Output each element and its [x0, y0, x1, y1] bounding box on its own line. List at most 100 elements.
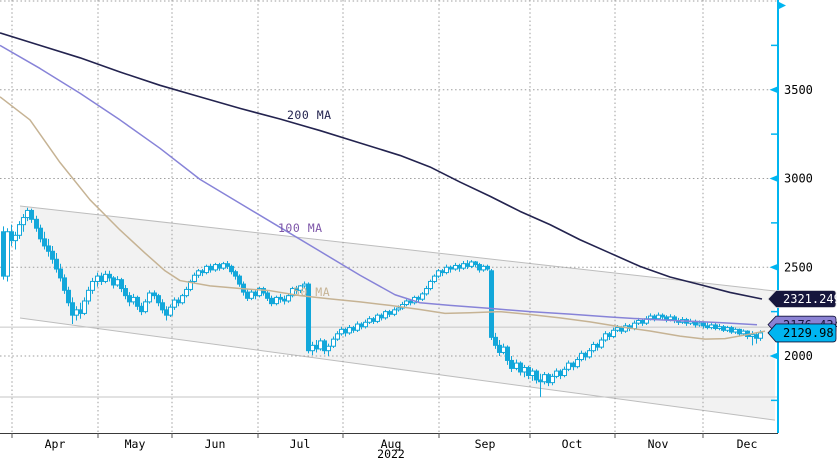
- month-label-jul: Jul: [290, 437, 311, 451]
- ma50-label: 50 MA: [293, 285, 330, 299]
- candle-body-down: [135, 296, 140, 307]
- candle-body-up: [318, 340, 323, 350]
- channel-lower-line: [19, 317, 776, 421]
- candle-body-down: [351, 327, 356, 331]
- candle-body-down: [729, 327, 734, 333]
- candle-body-down: [99, 275, 104, 282]
- candle-body-up: [566, 362, 571, 370]
- candle-body-down: [229, 265, 234, 273]
- y-tick-label: 2500: [784, 260, 813, 274]
- candle-body-up: [599, 339, 604, 348]
- candle-body-up: [13, 234, 18, 242]
- candle-body-up: [758, 332, 763, 339]
- candle-body-up: [355, 323, 360, 331]
- candle-body-down: [38, 227, 43, 240]
- candle-body-up: [420, 293, 425, 300]
- candle-body-down: [652, 315, 657, 320]
- candle-body-down: [619, 327, 624, 332]
- candle-body-up: [192, 274, 197, 282]
- candle-body-up: [648, 315, 653, 320]
- candle-body-up: [501, 346, 506, 353]
- candle-body-down: [440, 270, 445, 274]
- candle-body-up: [554, 370, 559, 377]
- candle-body-down: [217, 264, 222, 269]
- candle-body-up: [204, 265, 209, 274]
- candle-body-up: [481, 265, 486, 271]
- y-axis[interactable]: 3500 3000 2500 2000: [769, 0, 813, 433]
- candle-body-down: [9, 231, 14, 242]
- candle-body-up: [143, 301, 148, 313]
- candle-body-up: [469, 261, 474, 267]
- candle-body-down: [127, 295, 132, 303]
- candle-body-up: [25, 209, 30, 219]
- ma50-line: [0, 96, 766, 340]
- candle-body-up: [290, 288, 295, 297]
- candle-body-up: [550, 375, 555, 384]
- candle-body-down: [701, 322, 706, 327]
- candle-body-up: [213, 264, 218, 271]
- candle-body-up: [298, 285, 303, 291]
- price-pill-value: 2321.2495: [783, 292, 837, 306]
- candle-body-down: [371, 318, 376, 322]
- candle-body-up: [115, 279, 120, 286]
- candle-body-up: [656, 314, 661, 320]
- candle-body-down: [54, 258, 59, 270]
- candle-body-down: [595, 343, 600, 348]
- price-pills: 2321.24952176.43462129.98: [767, 290, 837, 343]
- channel-fill: [20, 206, 775, 421]
- candle-body-down: [737, 328, 742, 335]
- candle-body-down: [664, 316, 669, 321]
- candle-body-down: [359, 323, 364, 328]
- candle-body-up: [221, 263, 226, 269]
- candle-body-up: [697, 322, 702, 326]
- candle-body-up: [522, 367, 527, 373]
- candle-body-down: [245, 291, 250, 299]
- candle-body-up: [615, 327, 620, 331]
- candle-body-down: [571, 362, 576, 368]
- candle-body-down: [123, 288, 128, 297]
- regression-channel: [19, 205, 776, 421]
- candle-body-down: [208, 265, 213, 271]
- candle-body-down: [119, 279, 124, 290]
- candle-body-down: [534, 370, 539, 381]
- candle-body-up: [514, 362, 519, 369]
- candle-body-down: [42, 238, 47, 247]
- month-label-oct: Oct: [562, 437, 583, 451]
- candle-body-up: [274, 296, 279, 305]
- x-axis[interactable]: Apr May Jun Jul Aug Sep Oct Nov Dec 2022: [0, 433, 778, 461]
- month-label-aug: Aug: [381, 437, 402, 451]
- candle-body-down: [546, 374, 551, 384]
- axis-top-arrow-icon[interactable]: [778, 1, 786, 10]
- candle-body-up: [326, 345, 331, 352]
- y-tick-label: 3500: [784, 83, 813, 97]
- candle-body-down: [50, 250, 55, 260]
- candle-body-down: [46, 245, 51, 252]
- candle-body-up: [310, 344, 315, 352]
- candle-body-up: [392, 309, 397, 315]
- candle-body-up: [286, 295, 291, 302]
- candle-body-up: [591, 343, 596, 352]
- candle-body-down: [457, 264, 462, 269]
- month-label-apr: Apr: [45, 437, 66, 451]
- candle-body-down: [200, 270, 205, 274]
- candle-body-up: [21, 217, 26, 226]
- month-label-dec: Dec: [737, 437, 758, 451]
- candle-body-up: [579, 352, 584, 361]
- candle-body-up: [74, 309, 79, 316]
- y-tick-arrow-icon: [769, 175, 778, 182]
- candle-body-down: [583, 352, 588, 358]
- candle-body-down: [640, 320, 645, 324]
- candle-body-down: [111, 277, 116, 286]
- candle-body-up: [575, 359, 580, 368]
- candle-body-down: [489, 270, 494, 338]
- candle-body-up: [184, 288, 189, 297]
- candle-body-down: [416, 296, 421, 300]
- ma200-line: [0, 32, 763, 300]
- candle-body-down: [408, 300, 413, 304]
- candle-body-down: [509, 359, 514, 369]
- candle-body-down: [66, 289, 71, 304]
- candle-body-down: [265, 292, 270, 299]
- candle-body-down: [78, 309, 83, 314]
- candle-body-down: [558, 370, 563, 377]
